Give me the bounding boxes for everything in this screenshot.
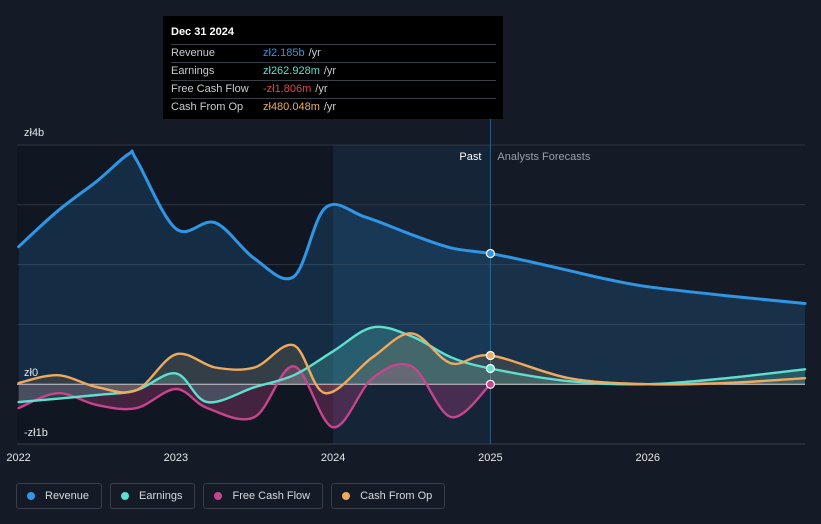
tooltip-row-cash-from-op: Cash From Op zł480.048m /yr (171, 98, 496, 116)
tooltip-value: zł262.928m (263, 65, 320, 77)
chart-labels: zł4b zł0 -zł1b 2022 2023 2024 2025 2026 Past Anal… (6, 127, 660, 464)
legend-dot-icon (27, 492, 35, 500)
legend: Revenue Earnings Free Cash Flow Cash Fro… (16, 483, 446, 511)
tooltip-row-earnings: Earnings zł262.928m /yr (171, 62, 496, 80)
series-line-cash-from-op (17, 332, 807, 395)
tooltip-label: Revenue (171, 47, 216, 59)
y-tick-label: zł0 (24, 367, 38, 379)
tooltip-row-revenue: Revenue zł2.185b /yr (171, 44, 496, 62)
tooltip-value: -zł1.806m (263, 83, 312, 95)
x-tick-label: 2026 (635, 452, 659, 464)
forecast-label: Analysts Forecasts (497, 151, 590, 163)
x-tick-label: 2024 (321, 452, 345, 464)
area-cash-from-op (18, 333, 806, 394)
tooltip-unit: /yr (308, 47, 321, 59)
legend-label: Earnings (139, 490, 183, 502)
legend-label: Revenue (45, 490, 90, 502)
legend-dot-icon (342, 492, 351, 500)
y-tick-label: zł4b (24, 127, 44, 139)
series-line-free-cash-flow (17, 362, 492, 429)
marker-earnings (485, 363, 496, 374)
tooltip-label: Free Cash Flow (171, 83, 249, 95)
series-line-revenue (17, 149, 807, 305)
legend-item-cash-from-op[interactable]: Cash From Op (331, 483, 446, 509)
marker-revenue (485, 248, 496, 259)
tooltip-label: Earnings (171, 65, 215, 77)
x-tick-label: 2022 (6, 452, 30, 464)
legend-item-free-cash-flow[interactable]: Free Cash Flow (203, 483, 324, 509)
chart-lines (17, 149, 807, 429)
marker-free-cash-flow (485, 379, 496, 389)
x-tick-label: 2025 (478, 452, 502, 464)
past-label: Past (459, 151, 481, 163)
legend-dot-icon (121, 492, 130, 500)
tooltip: Dec 31 2024 Revenue zł2.185b /yr Earning… (163, 16, 503, 119)
chart-markers (485, 248, 496, 389)
tooltip-date: Dec 31 2024 (171, 26, 234, 38)
area-free-cash-flow (18, 363, 491, 428)
area-earnings (18, 326, 806, 403)
legend-item-revenue[interactable]: Revenue (16, 483, 103, 509)
chart-canvas: zł4b zł0 -zł1b 2022 2023 2024 2025 2026 Past Anal… (6, 118, 807, 464)
area-revenue (18, 150, 806, 385)
tooltip-label: Cash From Op (171, 101, 244, 113)
marker-cash-from-op (485, 350, 496, 361)
legend-item-earnings[interactable]: Earnings (110, 483, 196, 509)
y-tick-label: -zł1b (24, 427, 48, 439)
x-tick-label: 2023 (164, 452, 188, 464)
tooltip-row-free-cash-flow: Free Cash Flow -zł1.806m /yr (171, 80, 496, 98)
tooltip-unit: /yr (315, 83, 328, 95)
legend-dot-icon (214, 492, 223, 500)
tooltip-unit: /yr (323, 101, 337, 113)
legend-label: Cash From Op (360, 490, 433, 502)
tooltip-unit: /yr (323, 65, 337, 77)
chart-areas (18, 150, 806, 428)
legend-label: Free Cash Flow (232, 490, 311, 502)
tooltip-value: zł480.048m (263, 101, 320, 113)
tooltip-value: zł2.185b (263, 47, 305, 59)
